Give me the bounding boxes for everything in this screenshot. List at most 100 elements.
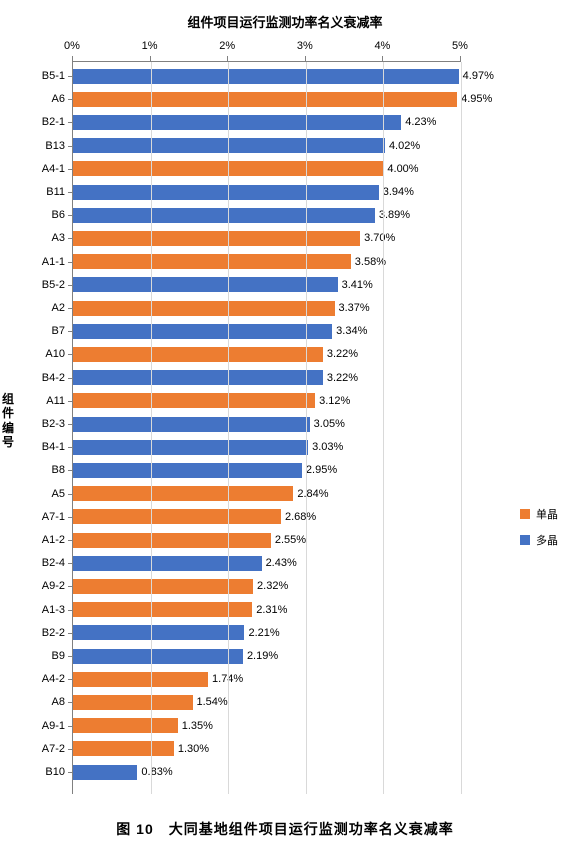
bar-rect xyxy=(73,741,174,756)
bar-value-label: 2.31% xyxy=(252,604,287,616)
bar-row: A23.37% xyxy=(73,300,370,316)
bar-row: B2-22.21% xyxy=(73,625,280,641)
xtick-label: 3% xyxy=(297,40,313,52)
bar-row: A9-22.32% xyxy=(73,578,288,594)
bar-value-label: 3.58% xyxy=(351,256,386,268)
bar-category-label: B13 xyxy=(45,140,73,152)
legend-swatch xyxy=(520,509,530,519)
bar-rect xyxy=(73,208,375,223)
bar-category-label: A1-1 xyxy=(42,256,73,268)
bar-rect xyxy=(73,602,252,617)
gridline xyxy=(228,62,229,794)
bar-rect xyxy=(73,695,193,710)
xtick-label: 0% xyxy=(64,40,80,52)
bar-value-label: 4.23% xyxy=(401,116,436,128)
bar-value-label: 3.22% xyxy=(323,372,358,384)
bar-category-label: B4-2 xyxy=(42,372,73,384)
bar-category-label: A6 xyxy=(52,93,73,105)
bar-rect xyxy=(73,649,243,664)
bar-category-label: A11 xyxy=(46,395,73,407)
bar-category-label: A8 xyxy=(52,696,73,708)
bar-value-label: 3.34% xyxy=(332,325,367,337)
bar-rect xyxy=(73,625,244,640)
bar-rect xyxy=(73,718,178,733)
bar-value-label: 1.30% xyxy=(174,743,209,755)
bar-value-label: 3.41% xyxy=(338,279,373,291)
bar-rect xyxy=(73,672,208,687)
bar-category-label: A10 xyxy=(45,348,73,360)
x-axis-top: 0%1%2%3%4%5% xyxy=(72,36,460,62)
bar-value-label: 4.95% xyxy=(457,93,492,105)
bar-value-label: 3.12% xyxy=(315,395,350,407)
bar-rect xyxy=(73,324,332,339)
bar-category-label: B8 xyxy=(52,464,73,476)
bar-category-label: B6 xyxy=(52,209,73,221)
bar-value-label: 4.02% xyxy=(385,140,420,152)
legend-label: 多晶 xyxy=(536,532,558,548)
bar-value-label: 2.68% xyxy=(281,511,316,523)
bar-row: A1-22.55% xyxy=(73,532,306,548)
bar-value-label: 3.89% xyxy=(375,209,410,221)
bar-rect xyxy=(73,185,379,200)
bar-category-label: A4-1 xyxy=(42,163,73,175)
bar-category-label: B2-3 xyxy=(42,418,73,430)
bar-row: B4-23.22% xyxy=(73,370,358,386)
legend-label: 单晶 xyxy=(536,506,558,522)
bar-rect xyxy=(73,556,262,571)
bar-row: B2-42.43% xyxy=(73,555,297,571)
bar-value-label: 2.21% xyxy=(244,627,279,639)
bar-row: B73.34% xyxy=(73,323,367,339)
bar-value-label: 4.97% xyxy=(459,70,494,82)
figure-caption: 图 10 大同基地组件项目运行监测功率名义衰减率 xyxy=(0,819,570,839)
xtick-label: 1% xyxy=(142,40,158,52)
bar-value-label: 2.43% xyxy=(262,557,297,569)
bar-row: B82.95% xyxy=(73,462,337,478)
bar-value-label: 2.32% xyxy=(253,580,288,592)
xtick-label: 5% xyxy=(452,40,468,52)
bar-value-label: 3.22% xyxy=(323,348,358,360)
bar-row: A52.84% xyxy=(73,486,329,502)
bar-rect xyxy=(73,347,323,362)
bar-rect xyxy=(73,277,338,292)
bar-value-label: 2.19% xyxy=(243,650,278,662)
bar-category-label: A5 xyxy=(52,488,73,500)
bar-row: B92.19% xyxy=(73,648,278,664)
bar-row: A7-12.68% xyxy=(73,509,316,525)
bar-row: A4-14.00% xyxy=(73,161,419,177)
y-axis-label: 组件编号 xyxy=(2,392,16,450)
bar-category-label: B10 xyxy=(45,766,73,778)
bar-rect xyxy=(73,301,335,316)
plot-area: B5-14.97%A64.95%B2-14.23%B134.02%A4-14.0… xyxy=(72,62,460,794)
bar-row: B113.94% xyxy=(73,184,414,200)
bar-row: B5-14.97% xyxy=(73,68,494,84)
bar-row: B100.83% xyxy=(73,764,173,780)
bar-category-label: A7-2 xyxy=(42,743,73,755)
bar-rect xyxy=(73,417,310,432)
bar-category-label: B2-4 xyxy=(42,557,73,569)
bar-rect xyxy=(73,579,253,594)
bar-value-label: 0.83% xyxy=(137,766,172,778)
bar-value-label: 3.70% xyxy=(360,232,395,244)
bar-rect xyxy=(73,115,401,130)
bar-category-label: A4-2 xyxy=(42,673,73,685)
xtick-label: 4% xyxy=(374,40,390,52)
bar-rect xyxy=(73,533,271,548)
bar-rect xyxy=(73,440,308,455)
bar-category-label: B9 xyxy=(52,650,73,662)
bar-value-label: 3.05% xyxy=(310,418,345,430)
legend-item: 多晶 xyxy=(520,532,558,548)
chart-area: 组件编号 0%1%2%3%4%5% B5-14.97%A64.95%B2-14.… xyxy=(0,36,570,806)
bar-row: A64.95% xyxy=(73,91,492,107)
bar-value-label: 2.84% xyxy=(293,488,328,500)
bar-category-label: B5-2 xyxy=(42,279,73,291)
bar-row: A113.12% xyxy=(73,393,350,409)
gridline xyxy=(151,62,152,794)
bar-row: B5-23.41% xyxy=(73,277,373,293)
bar-row: B4-13.03% xyxy=(73,439,343,455)
bar-rect xyxy=(73,509,281,524)
gridline xyxy=(306,62,307,794)
gridline xyxy=(461,62,462,794)
bar-category-label: A1-3 xyxy=(42,604,73,616)
bar-row: A103.22% xyxy=(73,346,358,362)
bar-category-label: B7 xyxy=(52,325,73,337)
